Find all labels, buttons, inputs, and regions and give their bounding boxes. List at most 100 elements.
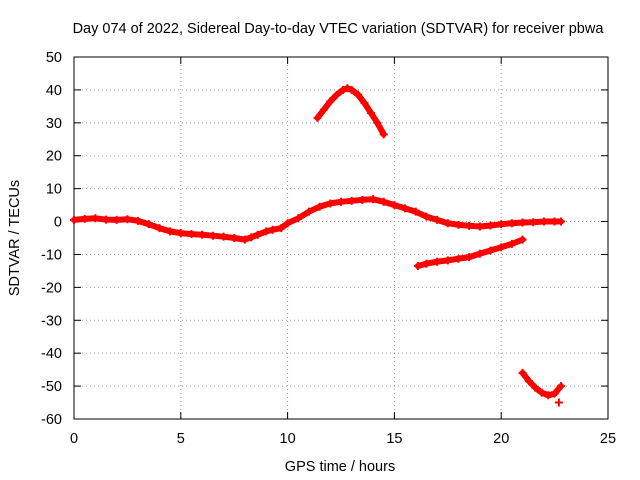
data-point-marker (144, 220, 153, 229)
data-point-marker (379, 130, 388, 139)
x-tick-label: 0 (70, 431, 78, 447)
data-point-marker (247, 233, 256, 242)
data-point-marker (319, 105, 328, 114)
data-point-marker (283, 219, 292, 228)
data-point-marker (465, 253, 474, 262)
data-point-marker (253, 230, 262, 239)
series-main (70, 195, 566, 244)
data-point-marker (443, 256, 452, 265)
series-trace (314, 85, 387, 138)
data-point-marker (433, 257, 442, 266)
grid (74, 57, 608, 419)
x-tick-label: 5 (177, 431, 185, 447)
data-point-marker (422, 259, 431, 268)
data-point-marker (518, 218, 527, 227)
data-point-marker (544, 391, 553, 400)
data-point-marker (507, 239, 516, 248)
series-trace (71, 196, 564, 243)
data-point-marker (268, 225, 277, 234)
chart-title: Day 074 of 2022, Sidereal Day-to-day VTE… (73, 21, 605, 37)
data-point-marker (524, 377, 533, 386)
data-point-marker (262, 227, 271, 236)
data-point-marker (539, 217, 548, 226)
data-point-marker (155, 224, 164, 233)
data-point-marker (70, 215, 78, 224)
data-point-marker (360, 99, 369, 108)
data-point-marker (102, 215, 111, 224)
data-point-marker (123, 215, 132, 224)
y-axis-label: SDTVAR / TECUs (7, 180, 23, 296)
data-point-marker (134, 216, 143, 225)
data-point-marker (475, 249, 484, 258)
data-point-marker (465, 221, 474, 230)
data-point-marker (112, 215, 121, 224)
data-point-marker (337, 197, 345, 206)
data-point-marker (166, 227, 175, 236)
data-point-marker (411, 207, 420, 216)
data-point-marker (304, 207, 313, 216)
data-points (70, 84, 565, 406)
data-point-marker (518, 368, 527, 377)
data-point-marker (176, 229, 185, 238)
data-point-marker (554, 398, 563, 407)
data-point-marker (373, 118, 382, 127)
data-point-marker (313, 113, 322, 122)
data-point-marker (413, 261, 422, 270)
series-rising (413, 235, 527, 270)
data-point-marker (366, 108, 375, 117)
data-point-marker (443, 219, 452, 228)
data-point-marker (379, 197, 388, 206)
x-axis-label: GPS time / hours (285, 459, 395, 475)
data-point-marker (433, 215, 442, 224)
data-point-marker (198, 230, 207, 239)
data-point-marker (454, 254, 463, 263)
data-point-marker (219, 232, 228, 241)
y-tick-label: 10 (46, 182, 62, 198)
data-point-marker (187, 230, 196, 239)
data-point-marker (230, 234, 239, 242)
data-point-marker (486, 221, 495, 230)
data-point-marker (497, 220, 506, 229)
data-point-marker (529, 218, 538, 227)
data-point-marker (358, 195, 367, 204)
x-tick-label: 20 (493, 431, 509, 447)
y-tick-label: -10 (41, 247, 62, 263)
series-dip (519, 369, 565, 407)
data-point-marker (80, 214, 89, 223)
data-point-marker (557, 217, 566, 226)
y-tick-label: 30 (46, 116, 62, 132)
data-point-marker (332, 90, 341, 99)
x-tick-label: 25 (600, 431, 616, 447)
data-point-marker (240, 235, 249, 244)
data-point-marker (422, 212, 431, 221)
data-point-marker (390, 201, 399, 210)
y-tick-label: 40 (46, 83, 62, 99)
data-point-marker (343, 84, 352, 93)
y-tick-label: -60 (41, 412, 62, 428)
series-arc (313, 84, 388, 139)
data-point-marker (347, 85, 356, 94)
axis-ticks: 0 5 10 15 20 25 -60 -50 -40 -30 -20 -10 0 10 20 30 40 50 (41, 50, 616, 447)
y-tick-label: -40 (41, 346, 62, 362)
y-tick-label: 0 (54, 215, 62, 231)
data-point-marker (277, 224, 286, 233)
x-tick-label: 15 (386, 431, 402, 447)
data-point-marker (208, 231, 217, 240)
data-point-marker (454, 220, 463, 229)
data-point-marker (347, 196, 356, 205)
y-tick-label: -30 (41, 313, 62, 329)
y-tick-label: -20 (41, 280, 62, 296)
data-point-marker (518, 235, 527, 244)
data-point-marker (326, 97, 335, 106)
y-tick-label: 20 (46, 149, 62, 165)
data-point-marker (507, 219, 516, 228)
data-point-marker (339, 85, 348, 94)
data-point-marker (557, 382, 566, 391)
x-tick-label: 10 (280, 431, 296, 447)
data-point-marker (294, 214, 303, 223)
data-point-marker (315, 202, 324, 211)
y-tick-label: -50 (41, 379, 62, 395)
data-point-marker (497, 243, 506, 252)
data-point-marker (486, 246, 495, 255)
